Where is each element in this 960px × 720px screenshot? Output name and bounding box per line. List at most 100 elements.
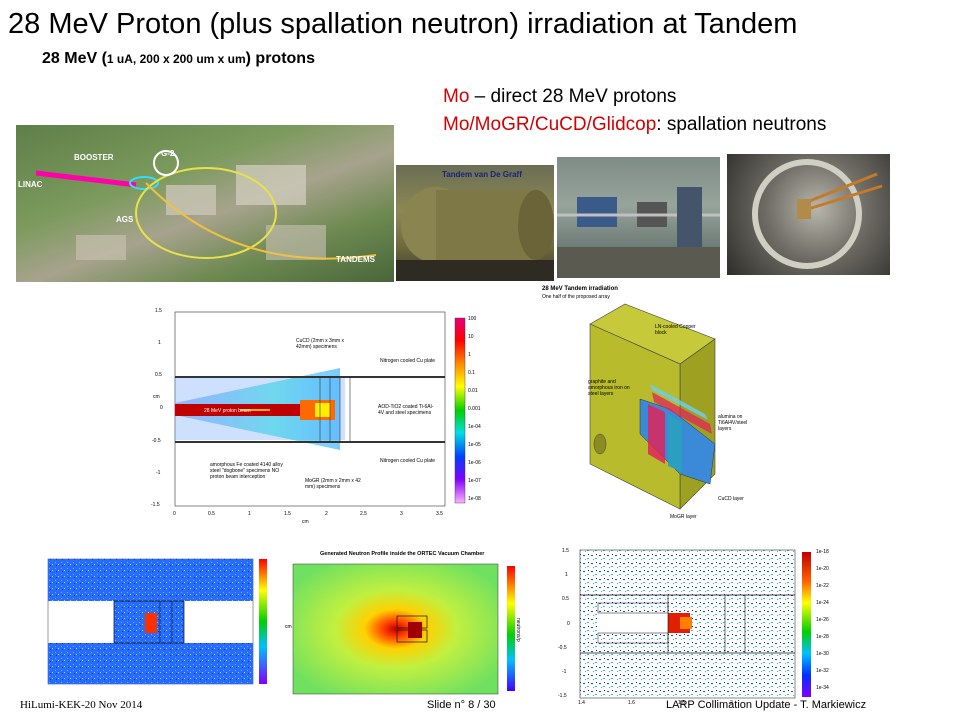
label-tandems: TANDEMS xyxy=(336,255,375,264)
xtick-label: 2 xyxy=(325,511,328,517)
beamline-photo xyxy=(557,157,720,278)
colorbar-label: 0.01 xyxy=(468,388,478,394)
neutron-profile-figure: Generated Neutron Profile inside the ORT… xyxy=(285,548,525,698)
label-graphite: graphite and amorphous iron on steel lay… xyxy=(588,379,630,397)
ytick-label: -0.5 xyxy=(152,438,161,444)
footer-event: HiLumi-KEK-20 Nov 2014 xyxy=(20,699,143,711)
note-spallation: Mo/MoGR/CuCD/Glidcop: spallation neutron… xyxy=(443,114,826,136)
ylabel: cm xyxy=(153,394,160,400)
chamber-photo xyxy=(727,154,890,275)
zoom-colorbar-label: 1e-32 xyxy=(816,668,829,674)
annotation-amorphous: amorphous Fe coated 4140 alloy steel "do… xyxy=(210,462,283,480)
colorbar-label: 1 xyxy=(468,352,471,358)
footer-slide-number: Slide n° 8 / 30 xyxy=(427,699,496,711)
neutron-profile-colorbar-label: neutrons/p xyxy=(515,618,521,642)
zoom-ytick: 1.5 xyxy=(562,548,569,554)
zoom-xtick: 1.4 xyxy=(578,700,585,706)
label-ags: AGS xyxy=(116,215,134,224)
colorbar-label: 10 xyxy=(468,334,474,340)
ytick-label: 0 xyxy=(160,405,163,411)
xtick-label: 3 xyxy=(400,511,403,517)
zoom-ytick: -0.5 xyxy=(558,645,567,651)
zoom-xtick: 1.6 xyxy=(628,700,635,706)
neutron-flux-plot-1 xyxy=(47,558,267,685)
xlabel: cm xyxy=(302,519,309,525)
ytick-label: 1 xyxy=(158,340,161,346)
note-text: – direct 28 MeV protons xyxy=(469,86,677,107)
ytick-label: 0.5 xyxy=(155,372,162,378)
zoom-colorbar-label: 1e-24 xyxy=(816,600,829,606)
label-alumina: alumina on Ti6Al4V/steel layers xyxy=(718,414,748,432)
colorbar-label: 1e-05 xyxy=(468,442,481,448)
label-g2: G-2 xyxy=(161,149,175,158)
neutron-profile-ylabel: cm xyxy=(285,624,292,630)
zoom-colorbar-label: 1e-20 xyxy=(816,566,829,572)
specimen-layout-plot xyxy=(174,311,466,507)
footer-author: LARP Collimation Update - T. Markiewicz xyxy=(666,699,867,711)
note-text: : spallation neutrons xyxy=(656,114,827,135)
neutron-profile-plot xyxy=(292,563,515,695)
colorbar-label: 1e-08 xyxy=(468,496,481,502)
zoom-flux-figure: 1.5 1 0.5 0 -0.5 -1 -1.5 1.4 1.6 1.8 2 1… xyxy=(550,545,850,707)
neutron-profile-title: Generated Neutron Profile inside the ORT… xyxy=(320,551,485,557)
zoom-ytick: 0.5 xyxy=(562,596,569,602)
xtick-label: 1.5 xyxy=(284,511,291,517)
annotation-cucd: CuCD (2mm x 3mm x 42mm) specimens xyxy=(296,338,345,350)
zoom-colorbar-label: 1e-22 xyxy=(816,583,829,589)
zoom-xtick: 1.8 xyxy=(678,700,685,706)
bnl-aerial-photo: BOOSTER LINAC AGS G-2 TANDEMS xyxy=(16,125,394,282)
slide-title: 28 MeV Proton (plus spallation neutron) … xyxy=(8,8,798,40)
xtick-label: 1 xyxy=(248,511,251,517)
subtitle-tail: ) protons xyxy=(245,50,315,67)
tandem-photo-overlay xyxy=(396,187,554,281)
fig3d-title: 28 MeV Tandem irradiation xyxy=(542,286,618,292)
tandem-photo: Tandem van De Graff xyxy=(396,165,554,281)
array-3d-figure: 28 MeV Tandem irradiation One half of th… xyxy=(540,284,750,524)
zoom-flux-plot xyxy=(579,549,811,699)
zoom-xtick: 2 xyxy=(730,700,733,706)
colorbar-label: 0.001 xyxy=(468,406,481,412)
zoom-ytick: 1 xyxy=(565,572,568,578)
colorbar-label: 1e-06 xyxy=(468,460,481,466)
colorbar-label: 0.1 xyxy=(468,370,475,376)
colorbar-label: 1e-07 xyxy=(468,478,481,484)
xtick-label: 3.5 xyxy=(436,511,443,517)
ytick-label: -1 xyxy=(156,470,161,476)
annotation-beam: 28 MeV proton beam xyxy=(204,408,251,414)
chamber-photo-overlay xyxy=(752,159,883,269)
note-highlight: Mo xyxy=(443,86,470,107)
label-cu-block: LN-cooled Copper block xyxy=(655,324,696,336)
zoom-ytick: -1.5 xyxy=(558,693,567,699)
note-direct-protons: Mo – direct 28 MeV protons xyxy=(443,86,676,108)
xtick-label: 2.5 xyxy=(360,511,367,517)
tandem-caption: Tandem van De Graff xyxy=(442,170,522,179)
slide-subtitle: 28 MeV (1 uA, 200 x 200 um x um) protons xyxy=(42,50,315,68)
label-cucd-layer: CuCD layer xyxy=(718,496,744,502)
fig3d-subtitle: One half of the proposed array xyxy=(542,294,610,300)
ytick-label: 1.5 xyxy=(155,308,162,314)
zoom-ytick: 0 xyxy=(567,621,570,627)
subtitle-lead: 28 MeV ( xyxy=(42,50,107,67)
xtick-label: 0.5 xyxy=(208,511,215,517)
zoom-colorbar-label: 1e-34 xyxy=(816,685,829,691)
beamline-photo-overlay xyxy=(557,187,720,278)
neutron-flux-figure-1 xyxy=(30,555,275,693)
annotation-top-plate: Nitrogen cooled Cu plate xyxy=(380,358,436,364)
ytick-label: -1.5 xyxy=(151,502,160,508)
zoom-colorbar-label: 1e-28 xyxy=(816,634,829,640)
label-booster: BOOSTER xyxy=(74,153,114,162)
xtick-label: 0 xyxy=(173,511,176,517)
subtitle-detail: 1 uA, 200 x 200 um x um xyxy=(106,52,246,66)
array-3d-drawing xyxy=(589,303,716,510)
label-mogr-layer: MoGR layer xyxy=(670,514,697,520)
label-linac: LINAC xyxy=(18,180,43,189)
colorbar-label: 100 xyxy=(468,316,477,322)
zoom-colorbar-label: 1e-26 xyxy=(816,617,829,623)
zoom-ytick: -1 xyxy=(562,669,567,675)
specimen-layout-figure: 1.5 1 0.5 0 -0.5 -1 -1.5 cm 0 0.5 1 1.5 … xyxy=(150,308,481,526)
annotation-bottom-plate: Nitrogen cooled Cu plate xyxy=(380,458,436,464)
annotation-mogr: MoGR (2mm x 2mm x 42 mm) specimens xyxy=(305,478,361,490)
bnl-aerial-overlay xyxy=(35,150,377,260)
note-highlight: Mo/MoGR/CuCD/Glidcop xyxy=(443,114,657,135)
zoom-colorbar-label: 1e-30 xyxy=(816,651,829,657)
